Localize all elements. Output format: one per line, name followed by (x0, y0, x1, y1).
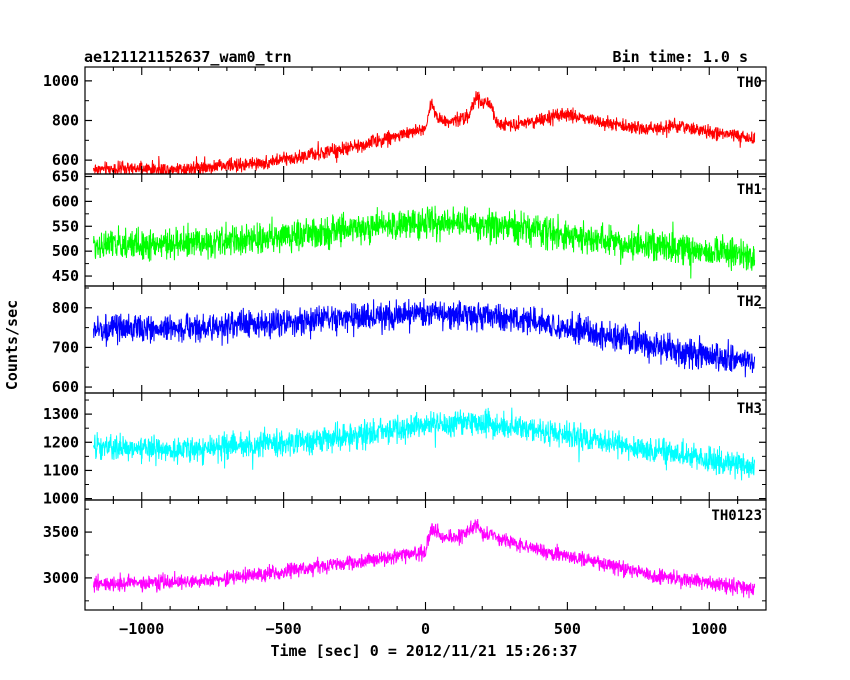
panel-label-th3: TH3 (737, 401, 762, 417)
series-line-th2 (93, 298, 756, 378)
series-line-th0 (93, 91, 756, 174)
y-tick-label: 1000 (43, 490, 79, 508)
y-tick-label: 500 (52, 242, 79, 260)
y-tick-label: 600 (52, 151, 79, 169)
panel-th3: 1000 1100 1200 1300 TH3 (43, 392, 767, 508)
y-tick-label: 550 (52, 217, 79, 235)
y-axis-label: Counts/sec (3, 300, 21, 390)
y-tick-label: 600 (52, 192, 79, 210)
panel-th0: 600 800 1000 TH0 (43, 66, 767, 175)
y-tick-label: 450 (52, 267, 79, 285)
x-tick-label: 1000 (691, 620, 727, 638)
y-tick-label: 3000 (43, 569, 79, 587)
y-tick-label: 800 (52, 112, 79, 130)
x-tick-label: 500 (554, 620, 581, 638)
x-axis: −1000 −500 0 500 1000 (119, 620, 727, 638)
panel-th1: 450 500 550 600 650 TH1 (52, 167, 767, 287)
panel-label-th1: TH1 (737, 182, 762, 198)
panel-label-th2: TH2 (737, 294, 762, 310)
x-tick-label: −500 (266, 620, 302, 638)
x-tick-label: 0 (421, 620, 430, 638)
x-axis-label: Time [sec] 0 = 2012/11/21 15:26:37 (270, 642, 577, 660)
y-tick-label: 650 (52, 167, 79, 185)
panel-label-th0: TH0 (737, 75, 762, 91)
panel-th2: 600 700 800 TH2 (52, 285, 767, 396)
panel-th0123: 3000 3500 TH0123 (43, 499, 767, 611)
y-tick-label: 800 (52, 299, 79, 317)
y-tick-label: 1300 (43, 405, 79, 423)
panel-frame (84, 66, 767, 175)
series-line-th3 (93, 407, 756, 481)
y-tick-label: 700 (52, 338, 79, 356)
y-tick-label: 1000 (43, 72, 79, 90)
y-tick-label: 1200 (43, 433, 79, 451)
panel-label-th0123: TH0123 (711, 508, 762, 524)
bin-time-label: Bin time: 1.0 s (613, 48, 748, 66)
y-tick-label: 3500 (43, 523, 79, 541)
y-tick-label: 600 (52, 378, 79, 396)
chart-title: ae121121152637_wam0_trn (84, 48, 292, 66)
series-line-th1 (93, 205, 756, 279)
y-tick-label: 1100 (43, 461, 79, 479)
x-tick-label: −1000 (119, 620, 164, 638)
series-line-th0123 (93, 518, 756, 599)
